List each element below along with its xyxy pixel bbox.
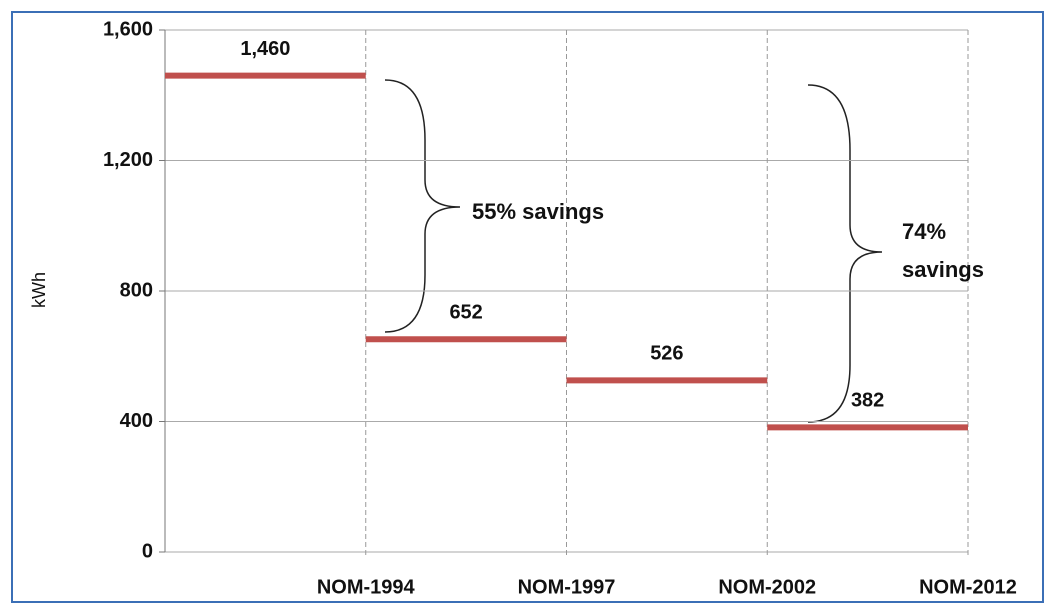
y-tick-label: 400 <box>120 410 153 432</box>
x-tick-label: NOM-1997 <box>518 576 616 598</box>
annotation: savings <box>902 257 984 282</box>
y-tick-label: 1,200 <box>103 149 153 171</box>
value-label: 652 <box>449 302 482 324</box>
frame <box>11 11 1044 603</box>
brace <box>807 84 883 423</box>
value-label: 382 <box>851 390 884 412</box>
y-tick-label: 1,600 <box>103 18 153 40</box>
y-tick-label: 800 <box>120 279 153 301</box>
x-tick-label: NOM-2002 <box>718 576 816 598</box>
y-tick-label: 0 <box>142 540 153 562</box>
annotation: 74% <box>902 219 946 244</box>
value-label: 526 <box>650 343 683 365</box>
brace <box>384 79 461 333</box>
y-axis-label: kWh <box>29 272 49 308</box>
value-label: 1,460 <box>240 38 290 60</box>
x-tick-label: NOM-1994 <box>317 576 416 598</box>
x-tick-label: NOM-2012 <box>919 576 1017 598</box>
annotation: 55% savings <box>472 199 604 224</box>
